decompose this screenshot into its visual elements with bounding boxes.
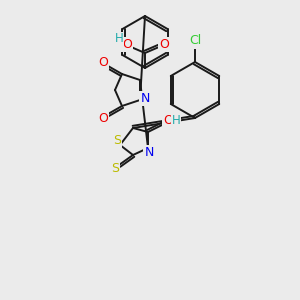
Text: N: N xyxy=(140,92,150,104)
Text: O: O xyxy=(98,112,108,124)
Text: O: O xyxy=(159,38,169,50)
Text: O: O xyxy=(122,38,132,50)
Text: O: O xyxy=(163,113,173,127)
Text: S: S xyxy=(111,163,119,176)
Text: O: O xyxy=(98,56,108,68)
Text: N: N xyxy=(144,146,154,158)
Text: S: S xyxy=(113,134,121,148)
Text: H: H xyxy=(115,32,123,46)
Text: Cl: Cl xyxy=(189,34,201,47)
Text: H: H xyxy=(172,115,180,128)
